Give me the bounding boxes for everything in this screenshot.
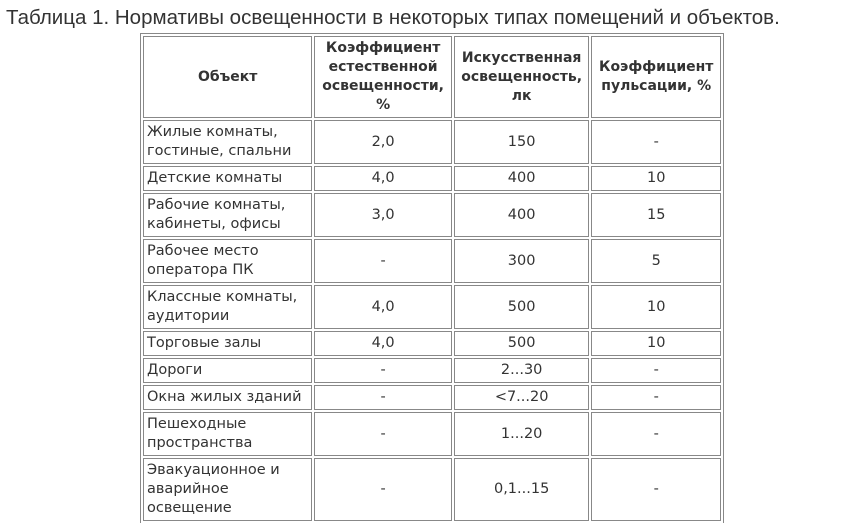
value-cell: 400 [453, 193, 590, 237]
value-cell: 15 [591, 193, 721, 237]
object-cell: Пешеходные пространства [143, 412, 313, 456]
header-row: Объект Коэффициент естественной освещенно… [143, 36, 721, 118]
value-cell: - [591, 120, 721, 164]
value-cell: - [591, 458, 721, 521]
object-cell: Рабочие комнаты, кабинеты, офисы [143, 193, 313, 237]
value-cell: - [591, 412, 721, 456]
value-cell: 3,0 [314, 193, 452, 237]
value-cell: 1...20 [453, 412, 590, 456]
table: Объект Коэффициент естественной освещенно… [140, 33, 724, 523]
object-cell: Окна жилых зданий [143, 385, 313, 410]
object-cell: Торговые залы [143, 331, 313, 356]
value-cell: 10 [591, 285, 721, 329]
header-cell: Коэффициент естественной освещенности, % [314, 36, 452, 118]
table-row: Эвакуационное и аварийное освещение -0,1.… [143, 458, 721, 521]
value-cell: - [314, 458, 452, 521]
object-cell: Дороги [143, 358, 313, 383]
value-cell: 10 [591, 331, 721, 356]
value-cell: - [314, 385, 452, 410]
table-row: Окна жилых зданий - <7...20- [143, 385, 721, 410]
table-row: Рабочее место оператора ПК -300 5 [143, 239, 721, 283]
value-cell: 10 [591, 166, 721, 191]
object-cell: Классные комнаты, аудитории [143, 285, 313, 329]
value-cell: 150 [453, 120, 590, 164]
value-cell: 2,0 [314, 120, 452, 164]
value-cell: 2...30 [453, 358, 590, 383]
header-cell: Искусственная освещенность, лк [453, 36, 590, 118]
value-cell: 5 [591, 239, 721, 283]
table-row: Пешеходные пространства -1...20- [143, 412, 721, 456]
value-cell: - [314, 412, 452, 456]
value-cell: 400 [453, 166, 590, 191]
object-cell: Рабочее место оператора ПК [143, 239, 313, 283]
object-cell: Детские комнаты [143, 166, 313, 191]
value-cell: 4,0 [314, 285, 452, 329]
table-row: Рабочие комнаты, кабинеты, офисы 3,0 400 15 [143, 193, 721, 237]
table-row: Детские комнаты 4,0 400 10 [143, 166, 721, 191]
value-cell: 0,1...15 [453, 458, 590, 521]
value-cell: <7...20 [453, 385, 590, 410]
value-cell: - [314, 239, 452, 283]
table-row: Жилые комнаты, гостиные, спальни 2,0 150- [143, 120, 721, 164]
value-cell: 300 [453, 239, 590, 283]
value-cell: 4,0 [314, 166, 452, 191]
header-cell: Коэффициент пульсации, % [591, 36, 721, 118]
value-cell: - [591, 358, 721, 383]
value-cell: 500 [453, 285, 590, 329]
table-row: Дороги -2...30- [143, 358, 721, 383]
value-cell: - [314, 358, 452, 383]
object-cell: Жилые комнаты, гостиные, спальни [143, 120, 313, 164]
value-cell: - [591, 385, 721, 410]
value-cell: 500 [453, 331, 590, 356]
table-row: Классные комнаты, аудитории 4,0 500 10 [143, 285, 721, 329]
header-cell: Объект [143, 36, 313, 118]
table-row: Торговые залы 4,0 500 10 [143, 331, 721, 356]
object-cell: Эвакуационное и аварийное освещение [143, 458, 313, 521]
value-cell: 4,0 [314, 331, 452, 356]
table-title: Таблица 1. Нормативы освещенности в неко… [6, 6, 780, 29]
